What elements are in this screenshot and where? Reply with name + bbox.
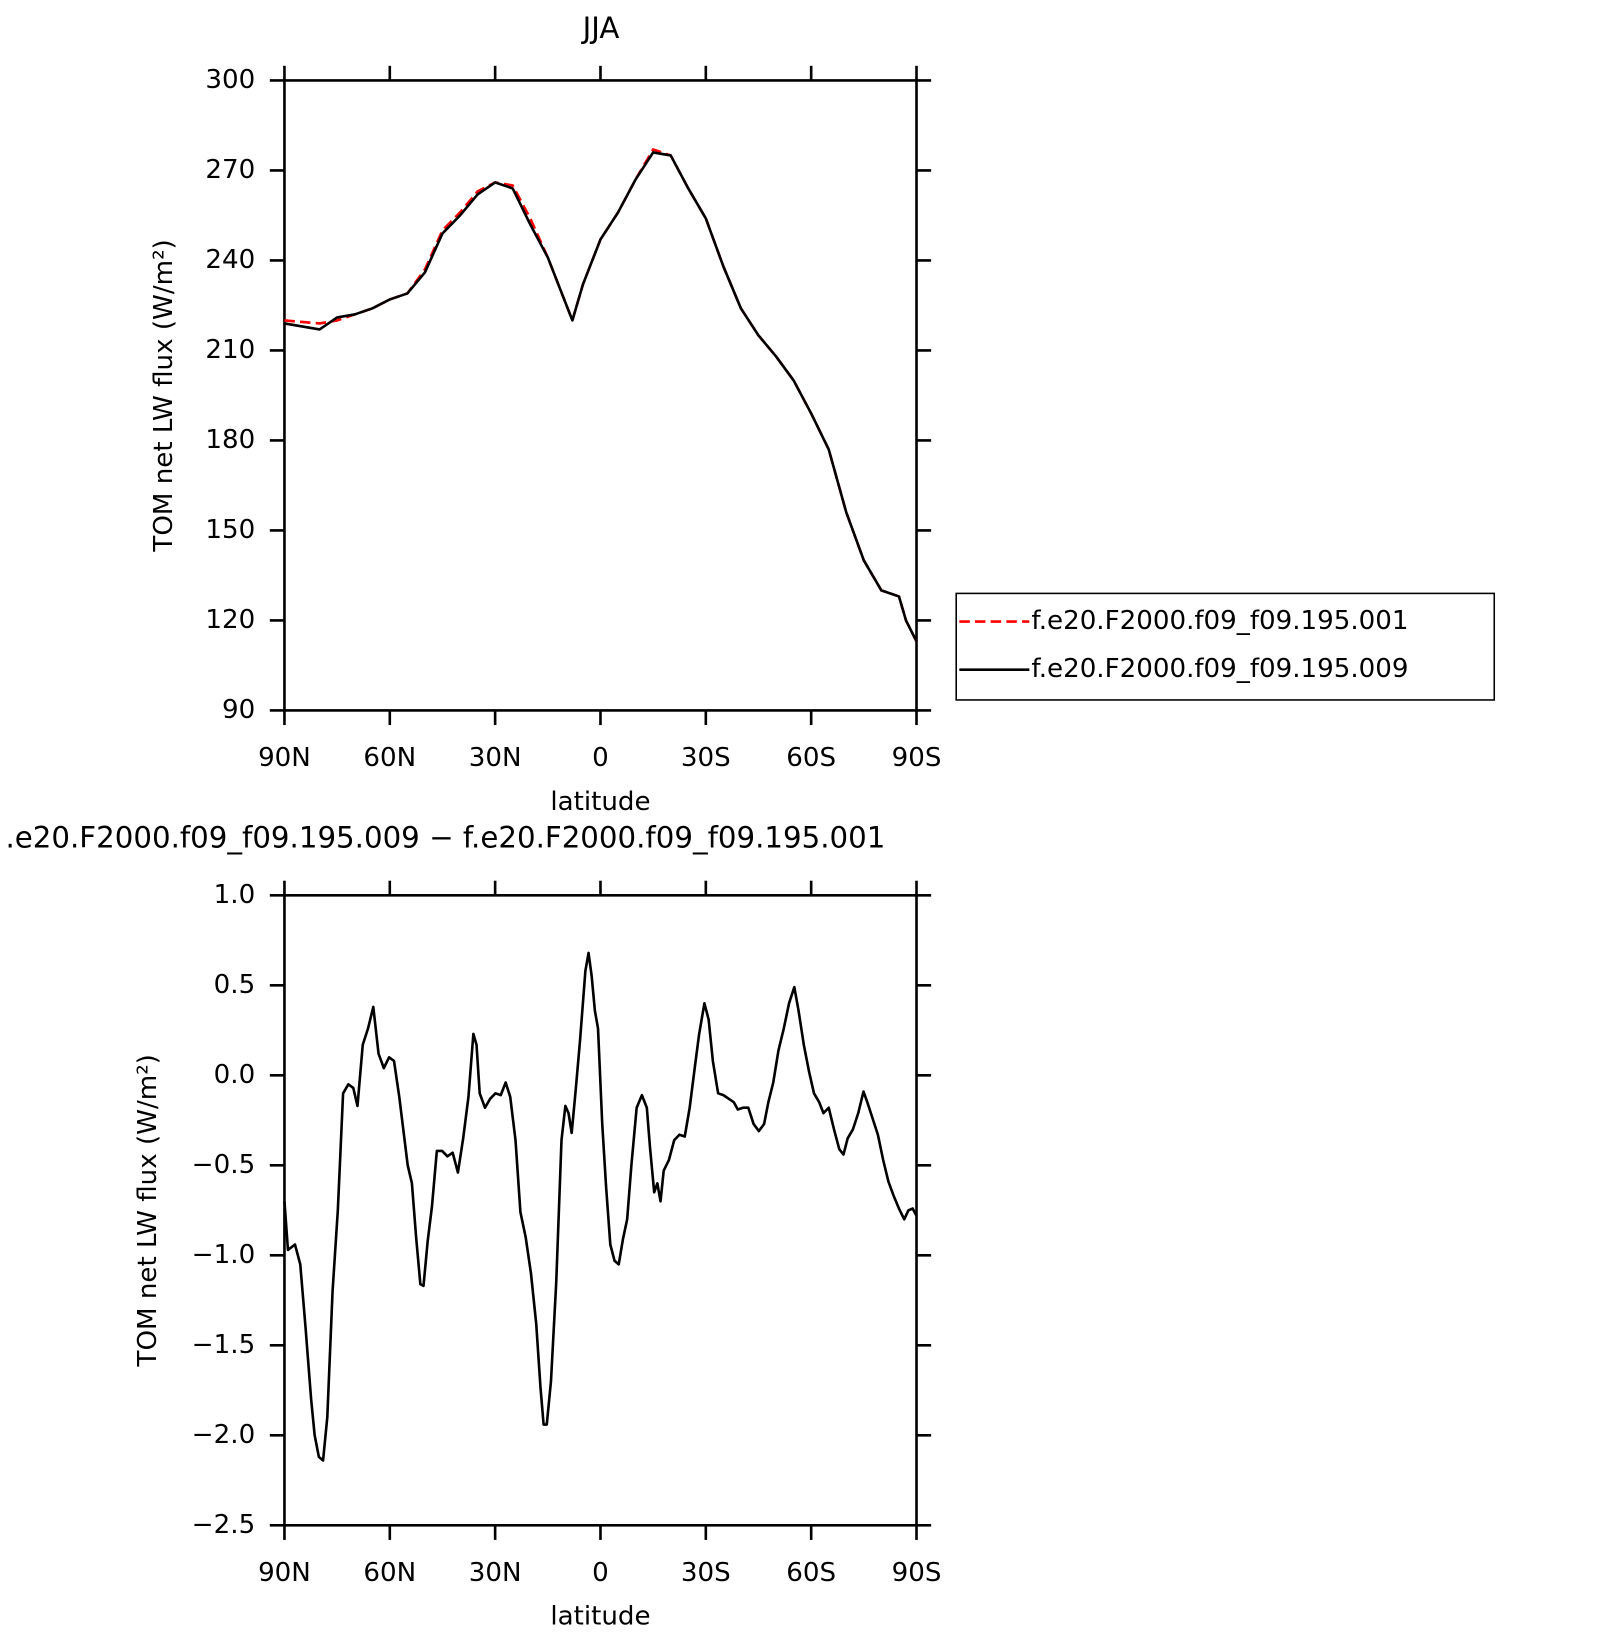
x-tick-label: 60S [786,743,836,773]
x-tick-label: 30S [681,1558,731,1588]
y-tick-label: 240 [205,245,255,275]
y-tick-label: 300 [205,65,255,95]
y-tick-label: −2.0 [192,1420,255,1450]
y-tick-label: −2.5 [192,1510,255,1540]
series-line [283,951,918,1462]
y-tick-label: 150 [205,515,255,545]
legend-box [955,592,1496,701]
y-tick-label: 180 [205,425,255,455]
x-tick-label: 90S [892,1558,942,1588]
y-tick-label: −1.0 [192,1240,255,1270]
x-tick-label: 30N [469,1558,522,1588]
y-tick-label: 0.0 [214,1060,256,1090]
x-tick-label: 60S [786,1558,836,1588]
y-tick-label: 90 [222,695,255,725]
series-line [284,151,918,643]
x-axis-label: latitude [550,1602,650,1632]
y-tick-label: 120 [205,605,255,635]
y-tick-label: 210 [205,335,255,365]
plot-frame [283,79,918,712]
x-tick-label: 90S [892,743,942,773]
series-line [284,148,918,643]
chart-title: JJA [581,11,620,45]
x-tick-label: 60N [363,743,416,773]
x-tick-label: 0 [592,743,609,773]
y-tick-label: −0.5 [192,1150,255,1180]
y-tick-label: −1.5 [192,1330,255,1360]
legend-label: f.e20.F2000.f09_f09.195.001 [1031,606,1408,636]
y-tick-label: 270 [205,155,255,185]
x-tick-label: 90N [258,743,311,773]
y-tick-label: 1.0 [214,880,256,910]
y-axis-label: TOM net LW flux (W/m²) [149,239,179,552]
plot-frame [283,894,918,1527]
y-axis-label: TOM net LW flux (W/m²) [133,1054,163,1367]
chart-title: .e20.F2000.f09_f09.195.009 − f.e20.F2000… [6,820,886,854]
legend-label: f.e20.F2000.f09_f09.195.009 [1031,654,1408,684]
x-tick-label: 0 [592,1558,609,1588]
x-tick-label: 90N [258,1558,311,1588]
x-axis-label: latitude [550,787,650,817]
y-tick-label: 0.5 [214,970,256,1000]
x-tick-label: 60N [363,1558,416,1588]
x-tick-label: 30S [681,743,731,773]
x-tick-label: 30N [469,743,522,773]
